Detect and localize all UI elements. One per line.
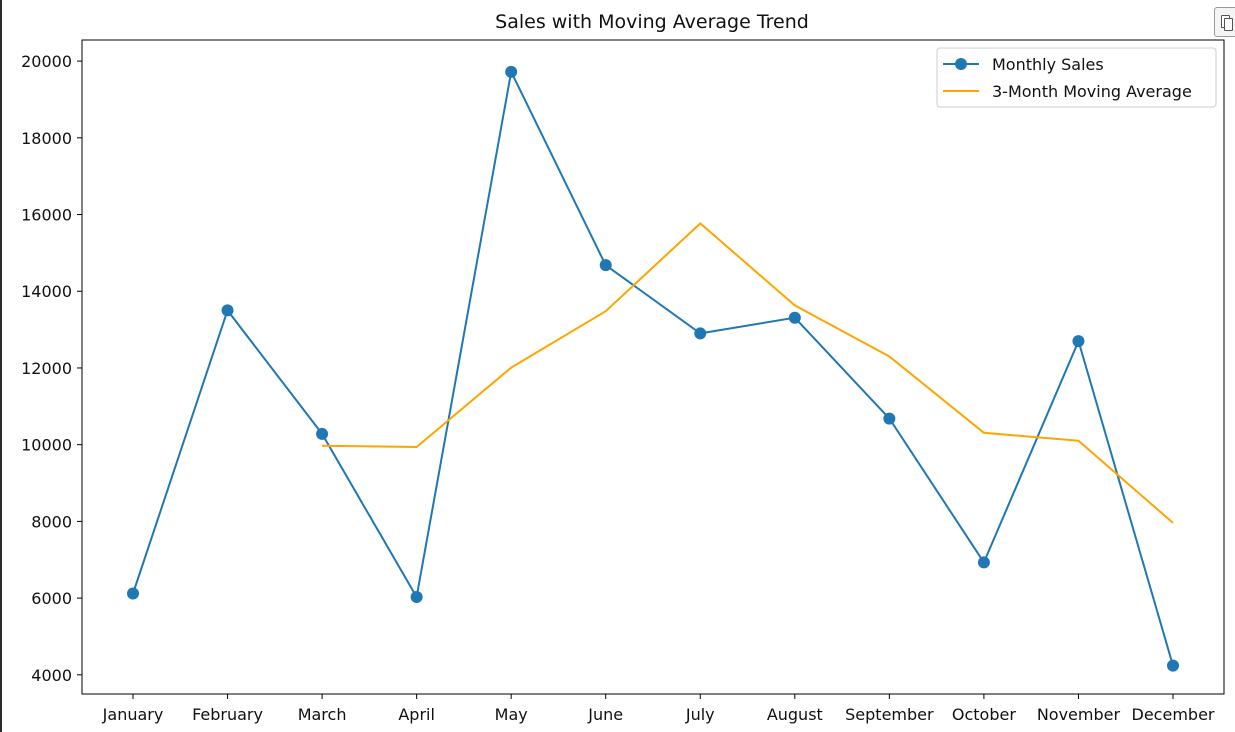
series-line-1	[322, 222, 1174, 524]
y-tick-label: 6000	[31, 589, 72, 608]
x-tick-label: January	[102, 705, 164, 724]
x-tick-label: August	[767, 705, 823, 724]
x-tick-label: November	[1037, 705, 1121, 724]
x-tick-label: May	[495, 705, 528, 724]
plot-area	[81, 39, 1225, 695]
chart-title: Sales with Moving Average Trend	[495, 11, 809, 33]
legend-label: Monthly Sales	[992, 55, 1104, 74]
data-point	[977, 556, 990, 569]
y-tick-label: 16000	[21, 206, 72, 225]
x-tick-label: June	[587, 705, 623, 724]
series-line-0	[132, 70, 1174, 666]
y-tick-label: 4000	[31, 666, 72, 685]
data-point	[1072, 335, 1085, 348]
data-point	[505, 65, 518, 78]
copy-button[interactable]	[1214, 7, 1235, 37]
copy-icon-back	[1224, 18, 1233, 31]
x-tick-label: October	[952, 705, 1016, 724]
legend-marker	[955, 58, 967, 70]
x-tick-label: April	[398, 705, 435, 724]
y-tick-label: 8000	[31, 512, 72, 531]
data-point	[694, 327, 707, 340]
x-tick-label: September	[845, 705, 934, 724]
x-tick-label: July	[685, 705, 715, 724]
data-point	[221, 304, 234, 317]
data-point	[788, 311, 801, 324]
y-tick-label: 10000	[21, 436, 72, 455]
data-point	[127, 587, 139, 600]
legend-box	[936, 47, 1217, 108]
left-border	[0, 0, 2, 732]
data-point	[316, 427, 329, 440]
data-point	[883, 412, 896, 425]
y-tick-label: 20000	[21, 52, 72, 71]
data-point	[599, 259, 612, 272]
x-tick-label: December	[1132, 705, 1215, 724]
data-point	[410, 590, 423, 603]
y-tick-label: 18000	[21, 129, 72, 148]
data-point	[1167, 659, 1179, 672]
x-tick-label: March	[298, 705, 347, 724]
y-tick-label: 14000	[21, 282, 72, 301]
y-tick-label: 12000	[21, 359, 72, 378]
x-tick-label: February	[192, 705, 263, 724]
legend-label: 3-Month Moving Average	[992, 82, 1192, 101]
